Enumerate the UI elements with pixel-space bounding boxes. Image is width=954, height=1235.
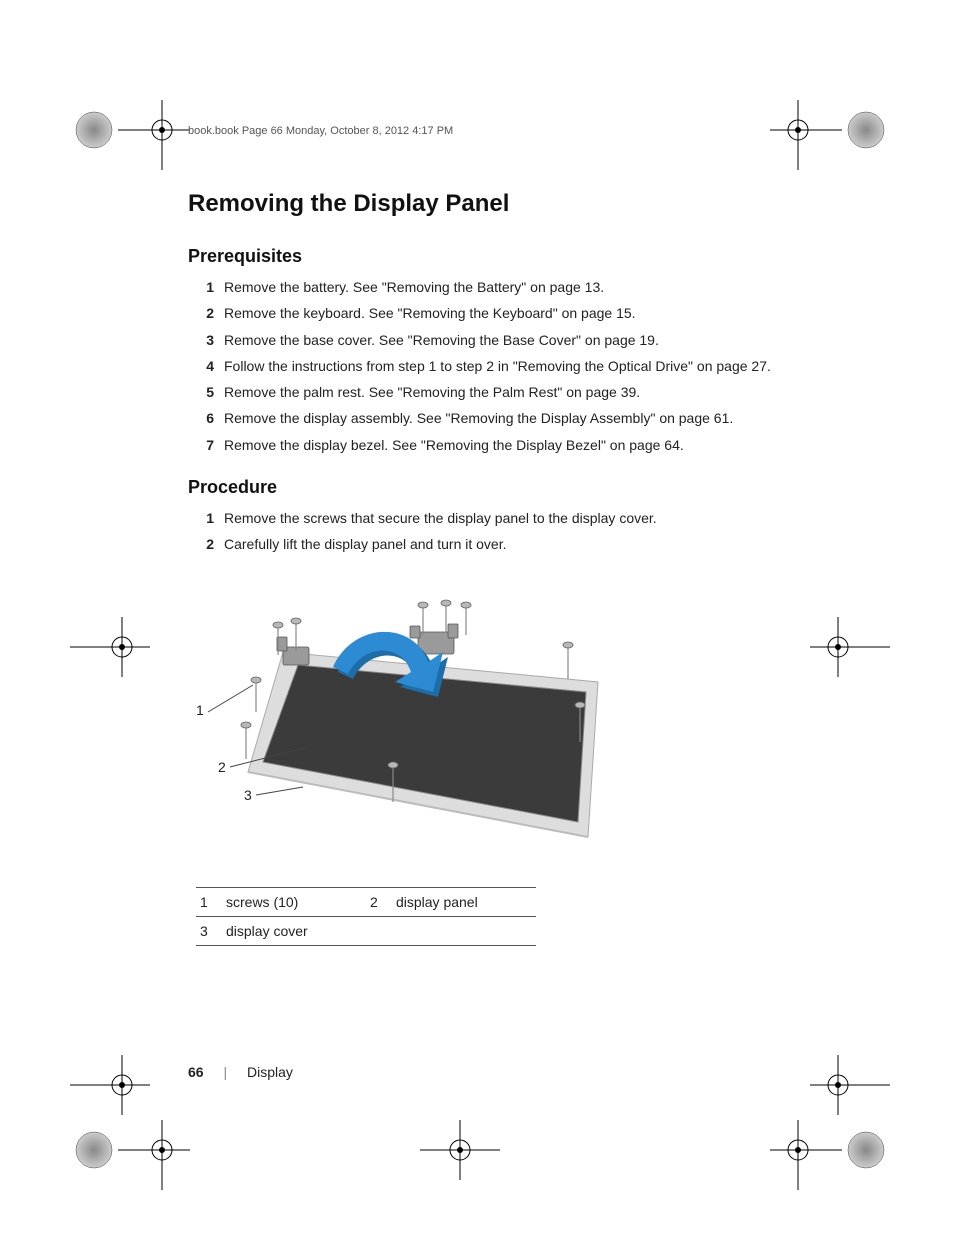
procedure-heading: Procedure	[188, 477, 808, 498]
prerequisites-list: 1Remove the battery. See "Removing the B…	[188, 277, 808, 455]
legend-num: 3	[196, 916, 222, 945]
list-item: 4Follow the instructions from step 1 to …	[188, 356, 808, 376]
list-item: 2Carefully lift the display panel and tu…	[188, 534, 808, 554]
procedure-list: 1Remove the screws that secure the displ…	[188, 508, 808, 555]
footer: 66 | Display	[188, 1064, 293, 1080]
header-line: book.book Page 66 Monday, October 8, 201…	[188, 125, 453, 137]
list-item: 5Remove the palm rest. See "Removing the…	[188, 382, 808, 402]
list-item: 1Remove the screws that secure the displ…	[188, 508, 808, 528]
crop-mark-bottom-left	[70, 1110, 190, 1190]
list-item: 1Remove the battery. See "Removing the B…	[188, 277, 808, 297]
crop-mark-low-right	[810, 1055, 890, 1115]
prerequisites-heading: Prerequisites	[188, 246, 808, 267]
footer-section: Display	[247, 1064, 293, 1080]
table-row: 3 display cover	[196, 916, 536, 945]
crop-mark-top-left	[70, 90, 190, 170]
list-item: 3Remove the base cover. See "Removing th…	[188, 330, 808, 350]
legend-text: display cover	[222, 916, 366, 945]
callout-1: 1	[196, 702, 204, 718]
callout-3: 3	[244, 787, 252, 803]
page-title: Removing the Display Panel	[188, 190, 808, 218]
legend-table: 1 screws (10) 2 display panel 3 display …	[196, 887, 536, 946]
crop-mark-top-right	[770, 90, 890, 170]
crop-mark-bottom-center	[400, 1110, 520, 1190]
crop-mark-mid-left	[70, 617, 150, 677]
display-panel-diagram: 1 2 3	[188, 577, 748, 857]
legend-num: 1	[196, 887, 222, 916]
page-number: 66	[188, 1064, 204, 1080]
legend-num: 2	[366, 887, 392, 916]
legend-text: display panel	[392, 887, 536, 916]
list-item: 7Remove the display bezel. See "Removing…	[188, 435, 808, 455]
content-block: Removing the Display Panel Prerequisites…	[188, 190, 808, 946]
page: book.book Page 66 Monday, October 8, 201…	[0, 0, 954, 1235]
callout-2: 2	[218, 759, 226, 775]
crop-mark-low-left	[70, 1055, 150, 1115]
table-row: 1 screws (10) 2 display panel	[196, 887, 536, 916]
crop-mark-mid-right	[810, 617, 890, 677]
list-item: 6Remove the display assembly. See "Remov…	[188, 408, 808, 428]
legend-text: screws (10)	[222, 887, 366, 916]
list-item: 2Remove the keyboard. See "Removing the …	[188, 303, 808, 323]
footer-separator: |	[207, 1064, 243, 1080]
crop-mark-bottom-right	[770, 1110, 890, 1190]
